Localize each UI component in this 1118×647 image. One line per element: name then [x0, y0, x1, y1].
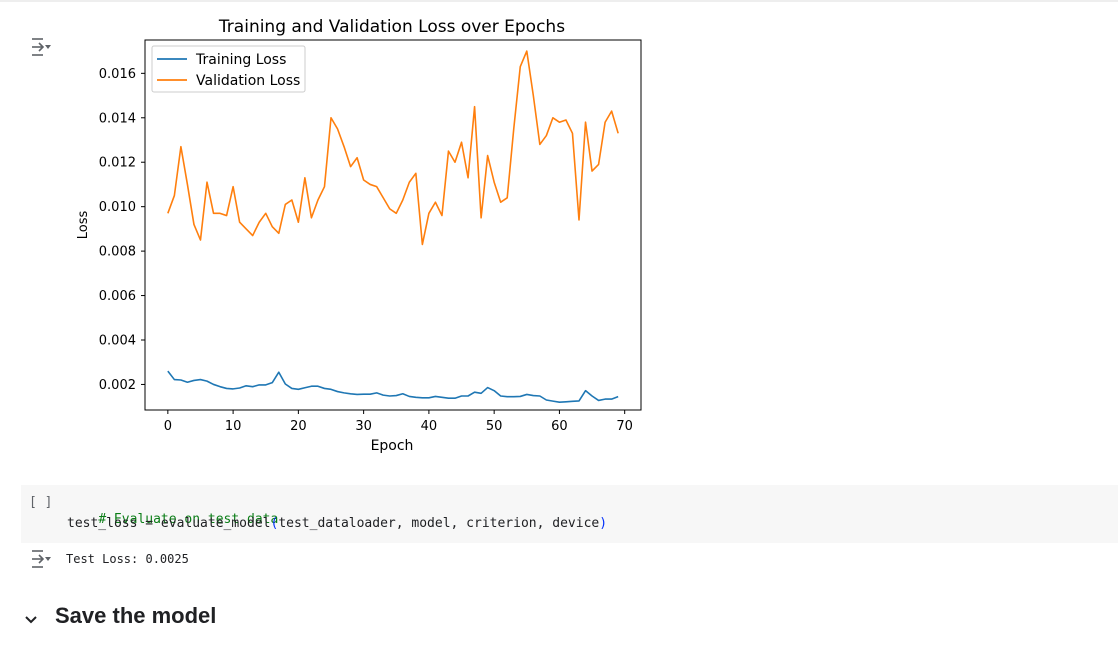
x-tick-label: 40 — [421, 419, 438, 434]
test-loss-output: Test Loss: 0.0025 — [66, 552, 189, 566]
y-axis-label: Loss — [76, 211, 91, 240]
x-tick-label: 0 — [164, 419, 172, 434]
top-divider — [0, 0, 1118, 2]
y-tick-label: 0.012 — [99, 156, 136, 171]
x-tick-label: 50 — [486, 419, 503, 434]
y-tick-label: 0.010 — [99, 200, 136, 215]
chart-title: Training and Validation Loss over Epochs — [218, 17, 565, 37]
y-tick-label: 0.002 — [99, 378, 136, 393]
section-title[interactable]: Save the model — [55, 603, 217, 628]
loss-chart: Training and Validation Loss over Epochs… — [60, 8, 660, 468]
y-tick-label: 0.008 — [99, 245, 136, 260]
y-tick-label: 0.016 — [99, 67, 136, 82]
code-cell[interactable]: [ ] # Evaluate on test data test_loss = … — [21, 485, 1118, 543]
output-toggle-icon[interactable] — [30, 548, 52, 570]
code-open-paren: ( — [270, 516, 279, 531]
x-axis-label: Epoch — [371, 438, 414, 454]
x-tick-label: 60 — [551, 419, 568, 434]
code-line-1[interactable]: # Evaluate on test data — [67, 497, 278, 542]
series-line-validation — [167, 50, 619, 246]
y-tick-label: 0.004 — [99, 334, 136, 349]
series-line-training — [167, 370, 619, 404]
code-close-paren: ) — [599, 516, 608, 531]
legend-box — [151, 45, 306, 93]
code-line-2[interactable]: test_loss = evaluate_model(test_dataload… — [67, 516, 607, 531]
code-comment: # Evaluate on test data — [98, 512, 279, 527]
run-cell-button[interactable]: [ ] — [29, 495, 53, 510]
chevron-down-icon[interactable] — [24, 612, 38, 626]
x-tick-label: 70 — [616, 419, 633, 434]
x-tick-label: 30 — [355, 419, 372, 434]
code-call: test_loss = evaluate_model — [67, 516, 271, 531]
y-tick-label: 0.006 — [99, 289, 136, 304]
x-tick-label: 20 — [290, 419, 307, 434]
code-args: test_dataloader, model, criterion, devic… — [278, 516, 600, 531]
legend: Training Loss Validation Loss — [151, 45, 306, 93]
output-toggle-icon[interactable] — [30, 36, 52, 58]
plot-frame — [144, 39, 642, 411]
legend-label-validation: Validation Loss — [196, 73, 300, 89]
legend-label-training: Training Loss — [195, 52, 286, 68]
x-tick-label: 10 — [225, 419, 242, 434]
y-tick-label: 0.014 — [99, 111, 136, 126]
